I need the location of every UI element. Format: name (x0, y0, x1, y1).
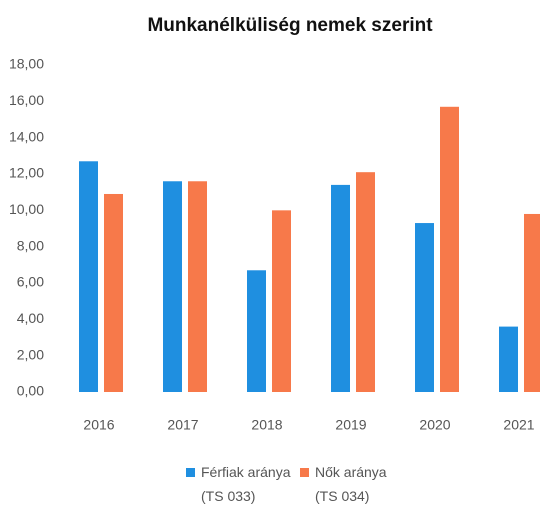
bar (272, 210, 291, 392)
legend-swatch (186, 468, 195, 477)
y-tick-label: 18,00 (9, 56, 44, 72)
y-tick-label: 4,00 (17, 310, 44, 326)
bar (440, 106, 459, 393)
bar (331, 184, 350, 392)
y-tick-label: 10,00 (9, 201, 44, 217)
legend-item: Férfiak aránya (TS 033) (186, 460, 291, 508)
x-tick-label: 2020 (419, 417, 450, 433)
bar (188, 181, 207, 392)
bar (163, 181, 182, 392)
y-tick-label: 14,00 (9, 128, 44, 144)
bar (247, 270, 266, 392)
y-tick-label: 0,00 (17, 383, 44, 399)
x-tick-label: 2021 (503, 417, 534, 433)
legend-label: Nők aránya (TS 034) (315, 464, 387, 504)
y-tick-label: 16,00 (9, 92, 44, 108)
chart-title: Munkanélküliség nemek szerint (147, 15, 433, 36)
x-tick-label: 2017 (167, 417, 198, 433)
bar (104, 193, 123, 392)
bar (356, 172, 375, 392)
bar (499, 326, 518, 392)
y-tick-label: 6,00 (17, 274, 44, 290)
y-tick-label: 12,00 (9, 165, 44, 181)
legend-label: Férfiak aránya (TS 033) (201, 464, 291, 504)
bar (79, 161, 98, 392)
x-tick-label: 2018 (251, 417, 282, 433)
legend-item: Nők aránya (TS 034) (300, 460, 405, 508)
y-tick-label: 8,00 (17, 237, 44, 253)
x-tick-label: 2019 (335, 417, 366, 433)
legend-swatch (300, 468, 309, 477)
y-tick-label: 2,00 (17, 346, 44, 362)
bar (524, 213, 540, 392)
bar (415, 223, 434, 392)
x-tick-label: 2016 (83, 417, 114, 433)
